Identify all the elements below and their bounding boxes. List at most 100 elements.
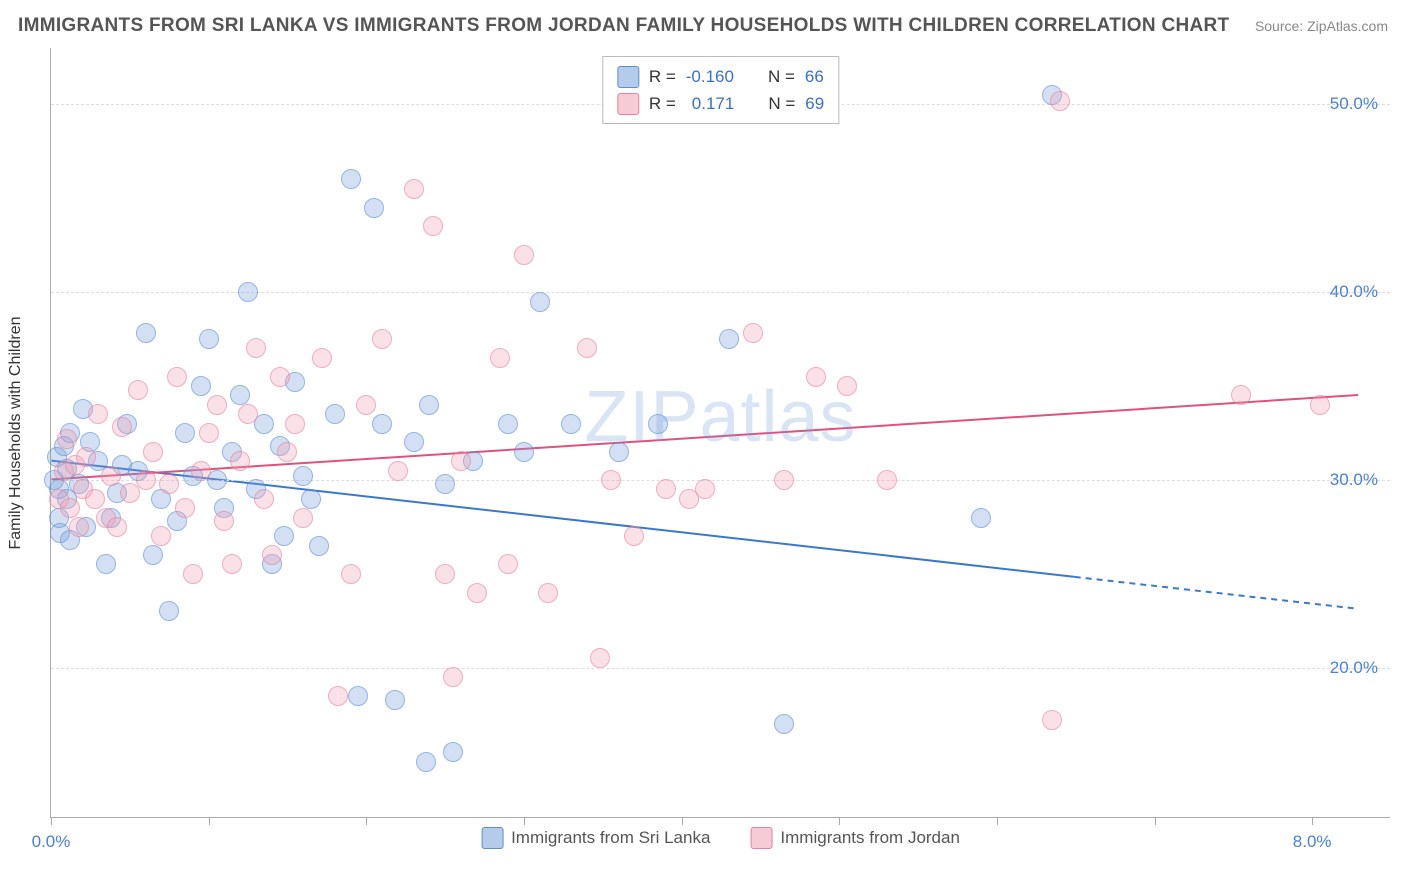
data-point <box>293 508 313 528</box>
data-point <box>514 442 534 462</box>
data-point <box>590 648 610 668</box>
data-point <box>356 395 376 415</box>
x-tick-label: 0.0% <box>32 832 71 852</box>
data-point <box>719 329 739 349</box>
data-point <box>88 404 108 424</box>
legend-correlation: R = -0.160 N = 66 R = 0.171 N = 69 <box>602 56 839 124</box>
data-point <box>57 429 77 449</box>
data-point <box>443 667 463 687</box>
x-tick-label: 8.0% <box>1293 832 1332 852</box>
x-tick <box>1155 817 1156 825</box>
data-point <box>1310 395 1330 415</box>
data-point <box>214 511 234 531</box>
data-point <box>101 466 121 486</box>
data-point <box>207 395 227 415</box>
y-tick-label: 40.0% <box>1330 282 1378 302</box>
legend-item-jordan: Immigrants from Jordan <box>750 827 960 849</box>
data-point <box>230 451 250 471</box>
x-tick <box>682 817 683 825</box>
data-point <box>443 742 463 762</box>
swatch-pink-icon <box>617 93 639 115</box>
legend-series: Immigrants from Sri Lanka Immigrants fro… <box>481 827 960 849</box>
chart-plot-area: Family Households with Children ZIPatlas… <box>50 48 1390 818</box>
data-point <box>285 414 305 434</box>
data-point <box>1042 710 1062 730</box>
data-point <box>136 323 156 343</box>
data-point <box>561 414 581 434</box>
x-tick <box>209 817 210 825</box>
legend-label-srilanka: Immigrants from Sri Lanka <box>511 828 710 848</box>
swatch-blue-icon <box>481 827 503 849</box>
legend-n-value-jordan: 69 <box>805 90 824 117</box>
data-point <box>60 498 80 518</box>
y-tick-label: 20.0% <box>1330 658 1378 678</box>
data-point <box>183 564 203 584</box>
legend-n-value-srilanka: 66 <box>805 63 824 90</box>
data-point <box>159 601 179 621</box>
data-point <box>1231 385 1251 405</box>
data-point <box>191 376 211 396</box>
data-point <box>328 686 348 706</box>
data-point <box>254 489 274 509</box>
data-point <box>648 414 668 434</box>
data-point <box>364 198 384 218</box>
data-point <box>325 404 345 424</box>
legend-r-label: R = <box>649 90 676 117</box>
data-point <box>159 474 179 494</box>
legend-row-jordan: R = 0.171 N = 69 <box>617 90 824 117</box>
x-tick <box>1312 817 1313 825</box>
data-point <box>971 508 991 528</box>
data-point <box>143 545 163 565</box>
data-point <box>341 564 361 584</box>
data-point <box>293 466 313 486</box>
data-point <box>774 470 794 490</box>
data-point <box>309 536 329 556</box>
data-point <box>695 479 715 499</box>
data-point <box>877 470 897 490</box>
data-point <box>312 348 332 368</box>
trendline-extrapolated <box>1075 577 1358 609</box>
chart-title: IMMIGRANTS FROM SRI LANKA VS IMMIGRANTS … <box>18 15 1229 37</box>
data-point <box>76 447 96 467</box>
data-point <box>601 470 621 490</box>
data-point <box>490 348 510 368</box>
data-point <box>530 292 550 312</box>
data-point <box>151 526 171 546</box>
data-point <box>199 329 219 349</box>
data-point <box>143 442 163 462</box>
data-point <box>609 442 629 462</box>
legend-n-label: N = <box>768 90 795 117</box>
data-point <box>238 282 258 302</box>
data-point <box>514 245 534 265</box>
data-point <box>262 545 282 565</box>
data-point <box>69 517 89 537</box>
legend-r-label: R = <box>649 63 676 90</box>
data-point <box>372 329 392 349</box>
data-point <box>423 216 443 236</box>
y-axis-label: Family Households with Children <box>7 316 25 549</box>
x-tick <box>524 817 525 825</box>
data-point <box>806 367 826 387</box>
x-tick <box>839 817 840 825</box>
legend-n-label: N = <box>768 63 795 90</box>
data-point <box>128 380 148 400</box>
legend-r-value-jordan: 0.171 <box>692 90 735 117</box>
data-point <box>246 338 266 358</box>
data-point <box>277 442 297 462</box>
data-point <box>419 395 439 415</box>
legend-row-sri-lanka: R = -0.160 N = 66 <box>617 63 824 90</box>
data-point <box>656 479 676 499</box>
swatch-blue-icon <box>617 66 639 88</box>
data-point <box>301 489 321 509</box>
data-point <box>85 489 105 509</box>
swatch-pink-icon <box>750 827 772 849</box>
x-tick <box>366 817 367 825</box>
data-point <box>199 423 219 443</box>
data-point <box>538 583 558 603</box>
source-label: Source: ZipAtlas.com <box>1255 18 1388 34</box>
data-point <box>372 414 392 434</box>
data-point <box>467 583 487 603</box>
data-point <box>577 338 597 358</box>
x-tick <box>51 817 52 825</box>
y-tick-label: 30.0% <box>1330 470 1378 490</box>
